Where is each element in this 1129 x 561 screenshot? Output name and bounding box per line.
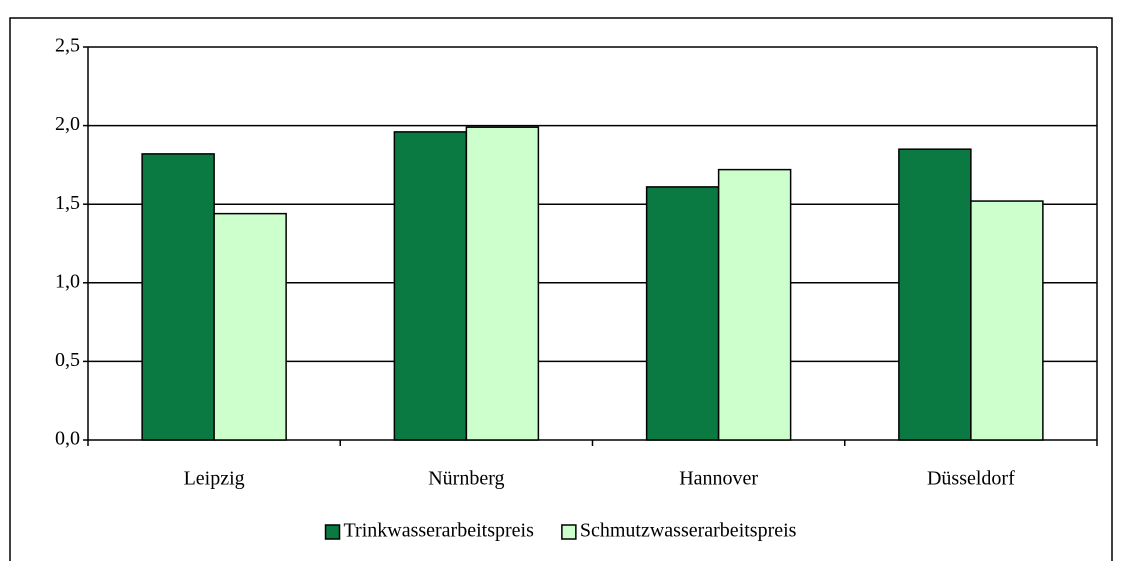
y-tick-label: 1,0 (55, 270, 80, 292)
y-tick-label: 1,5 (55, 192, 80, 214)
bar (717, 168, 792, 441)
x-tick-label: Düsseldorf (927, 468, 1015, 490)
bar (970, 200, 1044, 441)
bar (645, 186, 720, 441)
frame (9, 17, 1113, 561)
legend-swatch (324, 524, 341, 540)
bar (141, 153, 215, 441)
y-tick-label: 2,5 (55, 35, 80, 57)
bar (898, 148, 972, 441)
y-tick-label: 0,0 (55, 428, 80, 450)
legend-label: Trinkwasserarbeitspreis (344, 520, 535, 542)
bar (465, 126, 540, 441)
x-tick-label: Leipzig (184, 468, 245, 490)
bar (393, 131, 468, 441)
legend-label: Schmutzwasserarbeitspreis (580, 520, 797, 542)
x-tick-label: Nürnberg (428, 468, 504, 490)
y-tick-label: 2,0 (55, 113, 80, 135)
bar (213, 212, 287, 441)
legend-swatch (561, 524, 577, 540)
x-tick-label: Hannover (679, 468, 758, 490)
y-tick-label: 0,5 (55, 349, 80, 371)
